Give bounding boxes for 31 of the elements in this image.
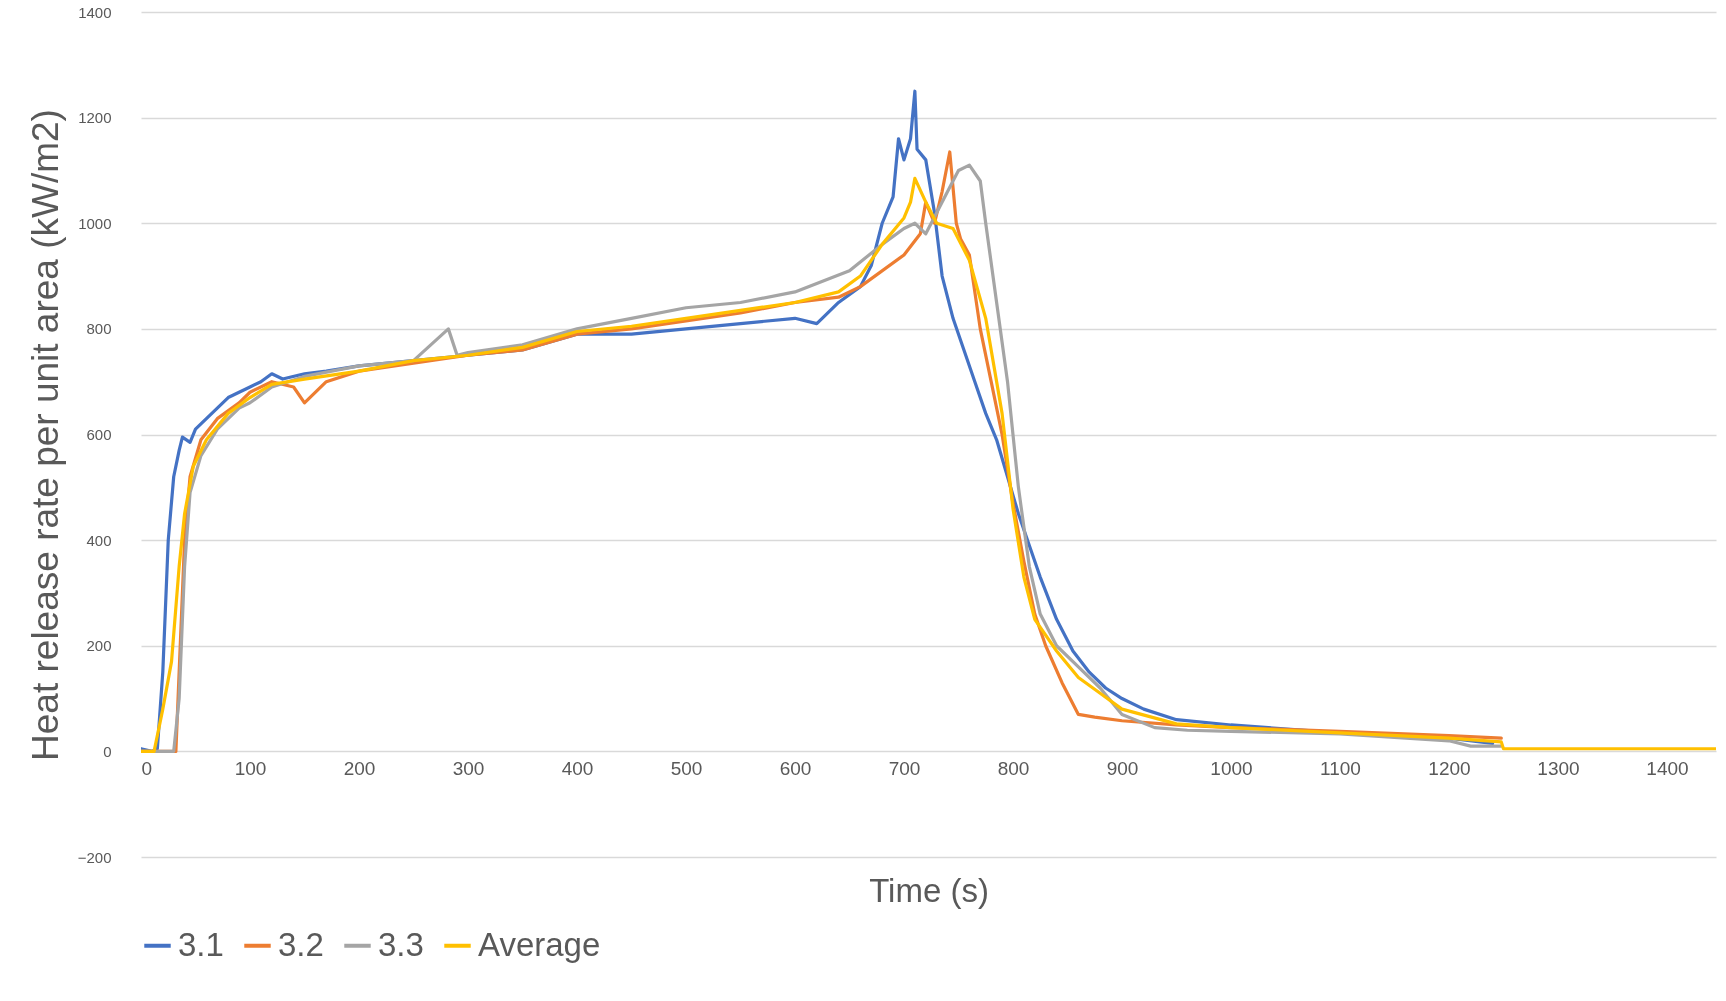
x-tick-label: 100 bbox=[234, 757, 267, 779]
line-series bbox=[141, 176, 1716, 753]
x-tick-label: 300 bbox=[452, 757, 485, 779]
x-tick-label: 1000 bbox=[1210, 757, 1253, 779]
y-tick-label: 1400 bbox=[78, 3, 112, 21]
x-tick-label: 1200 bbox=[1428, 757, 1471, 779]
x-tick-label: 0 bbox=[141, 757, 153, 779]
y-tick-label: 400 bbox=[86, 531, 112, 549]
x-axis-title: Time (s) bbox=[869, 871, 989, 909]
legend-label: 3.3 bbox=[378, 925, 424, 963]
y-tick-label: 0 bbox=[103, 742, 112, 760]
x-tick-label: 200 bbox=[343, 757, 376, 779]
x-tick-label: 1300 bbox=[1537, 757, 1580, 779]
y-tick-label: 800 bbox=[86, 320, 112, 338]
x-tick-label: 1400 bbox=[1646, 757, 1689, 779]
legend-label: 3.2 bbox=[278, 925, 324, 963]
y-tick-label: −200 bbox=[77, 848, 112, 866]
y-tick-label: 1000 bbox=[78, 214, 112, 232]
x-tick-label: 800 bbox=[997, 757, 1030, 779]
x-tick-label: 700 bbox=[888, 757, 921, 779]
legend-label: Average bbox=[478, 925, 601, 963]
legend-label: 3.1 bbox=[178, 925, 224, 963]
y-axis-title: Heat release rate per unit area (kW/m2) bbox=[24, 109, 66, 761]
x-tick-label: 600 bbox=[779, 757, 812, 779]
x-tick-label: 1100 bbox=[1320, 757, 1361, 779]
x-tick-label: 900 bbox=[1106, 757, 1139, 779]
x-tick-label: 500 bbox=[670, 757, 703, 779]
x-tick-label: 400 bbox=[561, 757, 594, 779]
y-tick-label: 1200 bbox=[78, 109, 112, 127]
y-tick-label: 600 bbox=[86, 426, 112, 443]
y-tick-label: 200 bbox=[86, 637, 112, 655]
